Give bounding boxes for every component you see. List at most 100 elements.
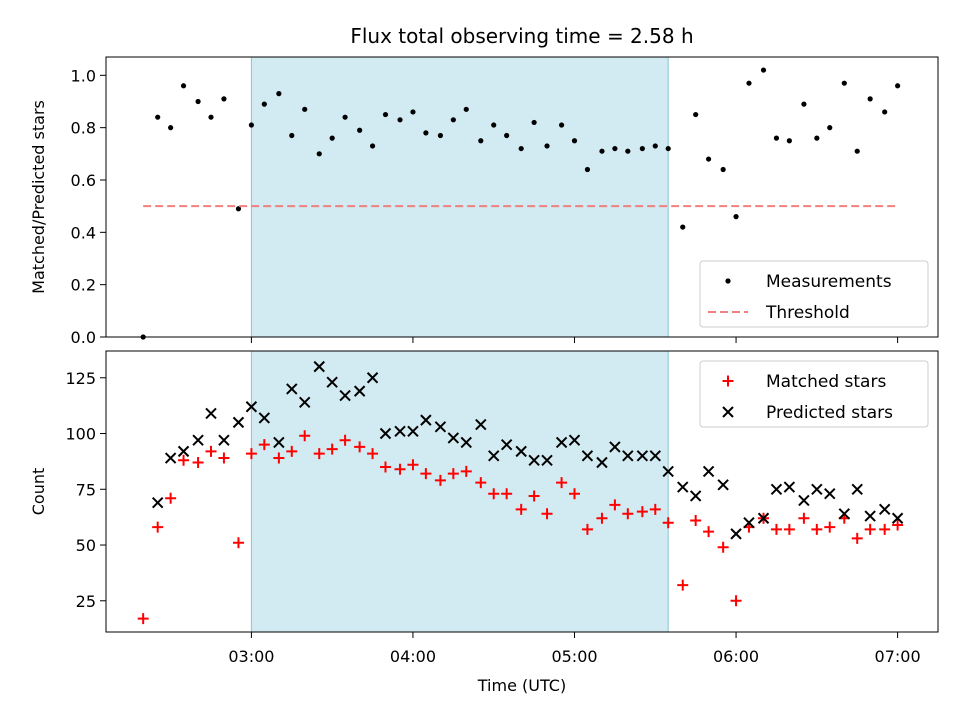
matched-star-point bbox=[326, 443, 338, 455]
predicted-star-point bbox=[636, 450, 649, 462]
x-tick-label: 05:00 bbox=[551, 647, 597, 666]
predicted-star-point bbox=[743, 517, 755, 529]
measurement-point bbox=[786, 138, 792, 144]
x-axis-label: Time (UTC) bbox=[477, 676, 566, 695]
matched-star-point bbox=[770, 523, 782, 535]
predicted-star-point bbox=[447, 432, 460, 444]
measurement-point bbox=[168, 125, 174, 131]
measurement-point bbox=[841, 80, 847, 86]
measurement-point bbox=[208, 114, 214, 120]
predicted-star-point bbox=[313, 360, 325, 373]
measurement-point bbox=[357, 127, 363, 133]
chart-title: Flux total observing time = 2.58 h bbox=[350, 24, 693, 48]
y-tick-label: 50 bbox=[76, 536, 96, 555]
matched-star-point bbox=[783, 523, 795, 535]
ratio-y-axis-label: Matched/Predicted stars bbox=[29, 100, 48, 294]
predicted-star-point bbox=[838, 508, 851, 520]
measurement-point bbox=[518, 145, 524, 152]
legend-label: Measurements bbox=[766, 272, 892, 292]
matched-star-point bbox=[205, 445, 217, 457]
predicted-star-point bbox=[864, 510, 876, 522]
measurement-point bbox=[329, 135, 335, 141]
matched-star-point bbox=[218, 452, 230, 464]
predicted-star-point bbox=[164, 452, 177, 464]
predicted-star-point bbox=[770, 483, 783, 495]
measurement-point bbox=[180, 83, 187, 89]
predicted-star-point bbox=[460, 436, 472, 449]
measurement-point bbox=[680, 224, 686, 230]
predicted-star-point bbox=[151, 496, 164, 509]
predicted-star-point bbox=[541, 454, 553, 466]
predicted-star-point bbox=[366, 372, 379, 384]
measurement-point bbox=[867, 96, 873, 102]
y-tick-label: 0.0 bbox=[71, 328, 96, 347]
predicted-star-point bbox=[878, 503, 891, 516]
measurement-point bbox=[773, 135, 780, 141]
predicted-star-point bbox=[339, 389, 351, 402]
matched-star-point bbox=[258, 439, 270, 451]
predicted-star-point bbox=[232, 416, 245, 429]
x-tick-label: 06:00 bbox=[713, 647, 759, 666]
count-y-axis-label: Count bbox=[29, 468, 48, 516]
predicted-star-point bbox=[258, 412, 271, 424]
matched-star-point bbox=[879, 523, 891, 535]
observing-window-shade bbox=[250, 56, 669, 338]
matched-star-point bbox=[515, 503, 527, 515]
matched-star-point bbox=[581, 523, 593, 535]
matched-star-point bbox=[354, 441, 366, 453]
predicted-star-point bbox=[488, 450, 500, 462]
predicted-star-point bbox=[649, 450, 661, 462]
measurement-point bbox=[531, 119, 537, 126]
legend-label: Threshold bbox=[765, 303, 850, 323]
matched-star-point bbox=[379, 461, 391, 473]
y-tick-label: 125 bbox=[65, 369, 96, 388]
predicted-star-point bbox=[568, 434, 581, 446]
matched-star-point bbox=[569, 488, 581, 500]
matched-star-point bbox=[730, 595, 742, 607]
matched-star-point bbox=[864, 523, 876, 535]
ratio-legend: Measurements Threshold bbox=[699, 260, 929, 328]
count-marks bbox=[137, 360, 904, 625]
y-tick-label: 75 bbox=[76, 480, 96, 499]
matched-star-point bbox=[460, 465, 472, 477]
measurement-point bbox=[504, 132, 510, 139]
predicted-star-point bbox=[515, 445, 527, 458]
x-tick-label: 04:00 bbox=[390, 647, 436, 666]
predicted-star-point bbox=[205, 407, 217, 420]
measurement-point bbox=[369, 143, 376, 149]
measurement-point bbox=[854, 148, 860, 154]
matched-star-point bbox=[892, 519, 904, 531]
ratio-y-ticks: 0.0 0.2 0.4 0.6 0.8 1.0 bbox=[71, 66, 106, 347]
count-legend: Matched stars Predicted stars bbox=[699, 360, 929, 428]
predicted-star-point bbox=[528, 454, 540, 466]
x-tick-label: 03:00 bbox=[228, 647, 274, 666]
matched-star-point bbox=[851, 532, 863, 544]
predicted-star-point bbox=[177, 445, 190, 458]
predicted-star-point bbox=[811, 483, 823, 495]
matched-star-point bbox=[596, 512, 608, 524]
measurement-point bbox=[544, 143, 550, 149]
measurement-point bbox=[221, 96, 227, 102]
matched-star-point bbox=[367, 448, 379, 460]
predicted-star-point bbox=[218, 434, 230, 446]
predicted-star-point bbox=[662, 465, 674, 478]
measurement-point bbox=[195, 98, 201, 105]
measurement-point bbox=[814, 135, 820, 141]
matched-star-point bbox=[178, 454, 190, 466]
legend-box bbox=[699, 260, 929, 328]
predicted-star-point bbox=[622, 450, 634, 462]
legend-x-swatch bbox=[722, 406, 734, 418]
matched-star-point bbox=[245, 448, 257, 460]
measurement-point bbox=[827, 125, 833, 131]
legend-label: Predicted stars bbox=[766, 403, 893, 423]
measurement-point bbox=[248, 122, 254, 128]
measurement-point bbox=[382, 111, 389, 118]
count-panel: 25 50 75 100 125 03:00 04:00 05:00 06:00 07:00 C… bbox=[29, 350, 939, 666]
matched-star-point bbox=[137, 613, 149, 625]
measurement-point bbox=[478, 138, 484, 144]
predicted-star-point bbox=[891, 512, 904, 524]
measurement-point bbox=[450, 117, 456, 123]
predicted-star-point bbox=[730, 528, 742, 540]
matched-star-point bbox=[662, 517, 674, 529]
